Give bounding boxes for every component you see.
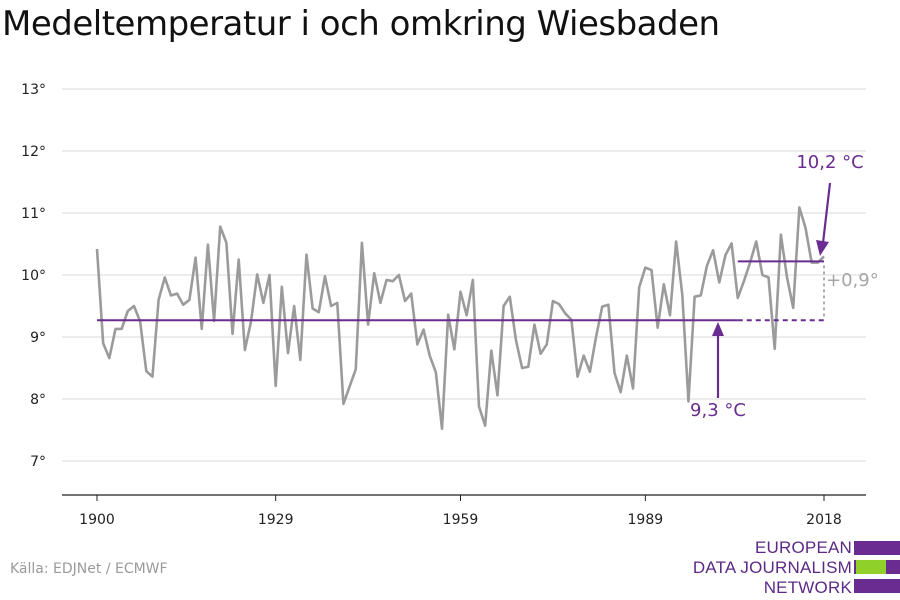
y-tick-label-13: 13° bbox=[21, 82, 46, 98]
logo-bar-green bbox=[856, 560, 886, 574]
baseline-label: 9,3 °C bbox=[690, 400, 746, 421]
recent-arrowhead bbox=[816, 240, 829, 256]
logo-line-1: EUROPEAN bbox=[754, 538, 852, 557]
logo-bar-top bbox=[854, 541, 900, 555]
logo-line-3: NETWORK bbox=[763, 578, 852, 597]
logo-line-2: DATA JOURNALISM bbox=[692, 558, 852, 577]
x-tick-label-1929: 1929 bbox=[258, 512, 294, 528]
difference-label: +0,9° bbox=[826, 270, 879, 291]
y-tick-label-8: 8° bbox=[30, 392, 46, 408]
chart-title: Medeltemperatur i och omkring Wiesbaden bbox=[2, 4, 720, 44]
source-credit: Källa: EDJNet / ECMWF bbox=[10, 561, 168, 577]
annotations: +0,9° 10,2 °C 9,3 °C bbox=[690, 152, 879, 421]
y-tick-labels: 7° 8° 9° 10° 11° 12° 13° bbox=[21, 82, 46, 470]
recent-label: 10,2 °C bbox=[796, 152, 863, 173]
x-tick-label-2018: 2018 bbox=[806, 512, 842, 528]
logo-bar-bottom bbox=[854, 579, 900, 593]
y-tick-label-11: 11° bbox=[21, 206, 46, 222]
temperature-series bbox=[95, 206, 825, 431]
y-tick-label-10: 10° bbox=[21, 268, 46, 284]
x-tick-label-1959: 1959 bbox=[443, 512, 479, 528]
x-axis: 1900 1929 1959 1989 2018 bbox=[62, 494, 866, 528]
reference-lines bbox=[97, 260, 824, 322]
x-tick-label-1989: 1989 bbox=[628, 512, 664, 528]
y-tick-label-9: 9° bbox=[30, 330, 46, 346]
x-tick-label-1900: 1900 bbox=[79, 512, 115, 528]
logo-text: EUROPEAN DATA JOURNALISM NETWORK bbox=[693, 538, 852, 598]
temperature-line bbox=[95, 206, 825, 431]
baseline-arrowhead bbox=[712, 322, 724, 336]
recent-arrow bbox=[821, 182, 832, 244]
y-tick-label-12: 12° bbox=[21, 144, 46, 160]
y-tick-label-7: 7° bbox=[30, 454, 46, 470]
edjnet-logo: EUROPEAN DATA JOURNALISM NETWORK bbox=[693, 538, 900, 598]
